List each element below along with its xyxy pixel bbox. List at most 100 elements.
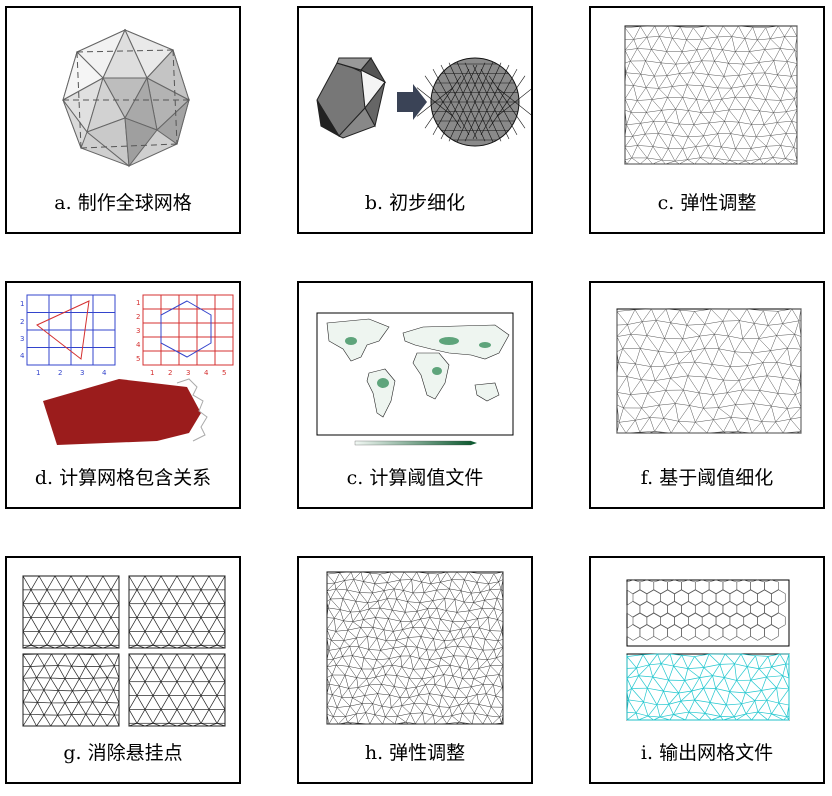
mesh-edge — [739, 320, 755, 324]
mesh-edge — [326, 714, 330, 725]
mesh-edge — [421, 668, 427, 679]
mesh-edge — [777, 111, 787, 123]
mesh-edge — [661, 108, 676, 111]
mesh-edge — [383, 629, 394, 632]
mesh-edge — [664, 352, 676, 367]
mesh-edge — [449, 704, 459, 708]
mesh-edge — [653, 716, 661, 721]
mesh-edge — [770, 350, 777, 363]
mesh-edge — [643, 701, 649, 717]
mesh-edge — [393, 629, 403, 632]
mesh-edge — [374, 706, 383, 715]
mesh-edge — [168, 681, 178, 696]
mesh-edge — [152, 667, 162, 682]
mesh-edge — [624, 157, 632, 161]
mesh-edge — [770, 133, 787, 136]
mesh-edge — [728, 335, 743, 340]
mesh-edge — [480, 592, 485, 601]
mesh-edge — [794, 87, 798, 99]
mesh-edge — [688, 711, 700, 721]
mesh-edge — [385, 707, 392, 718]
caption-h: h. 弹性调整 — [364, 742, 466, 764]
mesh-edge — [410, 655, 420, 659]
mesh-edge — [773, 60, 788, 62]
mesh-edge — [336, 664, 349, 667]
mesh-edge — [694, 361, 707, 378]
mesh-edge — [791, 74, 798, 77]
mesh-edge — [408, 636, 422, 638]
mesh-edge — [678, 405, 690, 422]
mesh-edge — [493, 649, 497, 658]
mesh-edge — [46, 631, 56, 646]
mesh-edge — [790, 364, 801, 381]
caption-a: a. 制作全球网格 — [54, 192, 192, 214]
mesh-edge — [361, 668, 367, 680]
mesh-edge — [758, 62, 766, 74]
mesh-edge — [144, 617, 154, 632]
mesh-edge — [643, 701, 657, 706]
mesh-edge — [668, 700, 681, 705]
mesh-edge — [433, 676, 436, 685]
mesh-edge — [441, 695, 450, 708]
mesh-edge — [720, 704, 727, 717]
mesh-edge — [429, 617, 441, 620]
mesh-edge — [208, 653, 218, 669]
mesh-edge — [445, 686, 459, 689]
mesh-edge — [64, 714, 72, 727]
mesh-edge — [702, 74, 709, 86]
mesh-edge — [771, 405, 776, 423]
mesh-edge — [764, 72, 771, 87]
mesh-edge — [383, 590, 388, 599]
mesh-edge — [409, 694, 419, 698]
mesh-edge — [745, 160, 751, 165]
mesh-edge — [637, 48, 646, 61]
mesh-edge — [368, 638, 378, 650]
mesh-edge — [652, 133, 659, 147]
mesh-edge — [667, 624, 675, 630]
mesh-edge — [702, 624, 710, 630]
mesh-edge — [335, 620, 344, 632]
mesh-edge — [749, 49, 765, 52]
mesh-edge — [488, 581, 499, 584]
mesh-edge — [396, 590, 404, 600]
mesh-edge — [741, 700, 755, 705]
mesh-edge — [468, 694, 478, 704]
mesh-edge — [361, 703, 366, 713]
mesh-edge — [489, 581, 499, 590]
mesh-edge — [630, 100, 638, 113]
mesh-edge — [721, 133, 731, 148]
mesh-edge — [369, 572, 375, 584]
mesh-edge — [626, 376, 631, 395]
mesh-edge — [747, 365, 754, 378]
mesh-edge — [466, 694, 478, 698]
mesh-edge — [489, 630, 499, 642]
mesh-edge — [651, 49, 662, 64]
mesh-edge — [625, 60, 631, 73]
mesh-edge — [686, 39, 697, 50]
mesh-edge — [675, 64, 680, 74]
mesh-edge — [667, 600, 675, 606]
mesh-edge — [745, 690, 762, 694]
mesh-edge — [742, 124, 752, 136]
mesh-edge — [639, 417, 650, 433]
mesh-edge — [669, 714, 674, 721]
mesh-edge — [632, 579, 641, 583]
mesh-edge — [405, 677, 410, 689]
mesh-edge — [777, 311, 783, 324]
panel-a: a. 制作全球网格 — [5, 6, 241, 234]
mesh-edge — [208, 575, 218, 591]
mesh-edge — [144, 589, 154, 604]
mesh-edge — [759, 99, 766, 112]
mesh-edge — [459, 656, 467, 668]
mesh-edge — [419, 592, 425, 603]
mesh-edge — [747, 403, 754, 419]
mesh-edge — [493, 640, 499, 650]
mesh-edge — [432, 598, 445, 601]
mesh-edge — [759, 375, 768, 391]
mesh-edge — [646, 579, 654, 583]
mesh-edge — [647, 146, 654, 159]
mesh-edge — [665, 390, 676, 404]
mesh-edge — [631, 157, 641, 165]
mesh-edge — [343, 620, 349, 631]
svg-text:2: 2 — [136, 313, 140, 321]
